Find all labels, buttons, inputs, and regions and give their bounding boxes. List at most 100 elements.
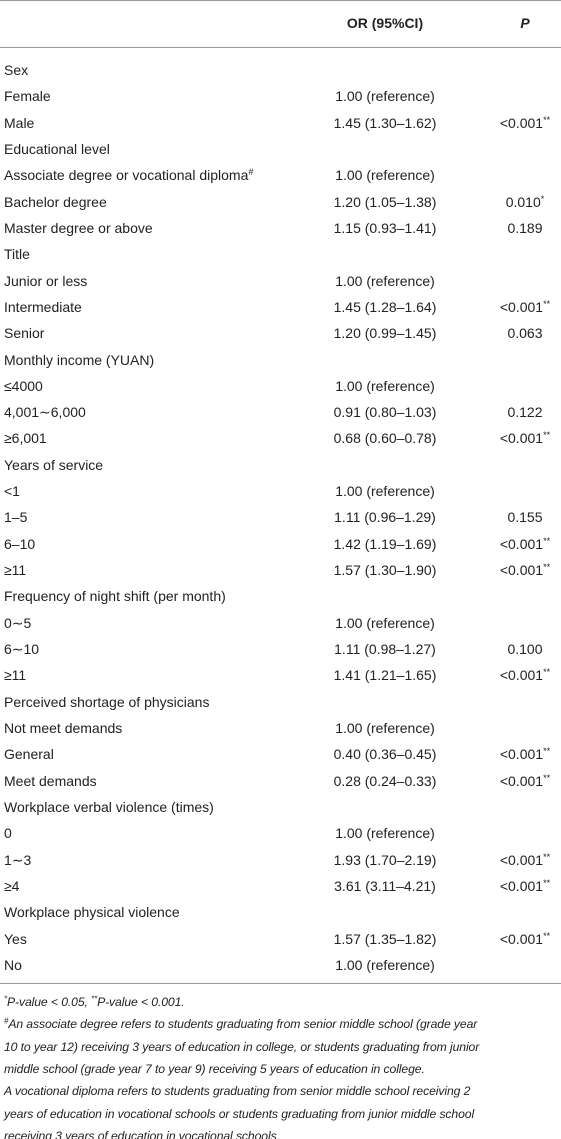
footnote-line: *P-value < 0.05, **P-value < 0.001.: [4, 992, 185, 1012]
or-cell: 1.00 (reference): [335, 167, 435, 184]
label-text: 4,001∼6,000: [4, 404, 86, 421]
label-text: ≥6,001: [4, 430, 47, 447]
or-cell: 1.00 (reference): [335, 377, 435, 394]
label-text: 1–5: [4, 509, 28, 526]
or-cell: 0.40 (0.36–0.45): [333, 746, 437, 763]
label-text: Master degree or above: [4, 219, 153, 236]
or-cell: 1.15 (0.93–1.41): [333, 219, 437, 236]
row-label: <1: [4, 481, 20, 501]
p-sup: **: [543, 746, 551, 757]
p-sup: **: [543, 851, 551, 862]
p-sup: **: [543, 114, 551, 125]
p-cell: <0.001**: [485, 744, 561, 764]
or-cell: 1.11 (0.96–1.29): [334, 509, 436, 526]
p-sup: *: [540, 193, 545, 204]
p-cell: <0.001**: [485, 297, 561, 317]
row-label: 1–5: [4, 507, 27, 527]
label-text: 6–10: [4, 535, 36, 552]
header-or: OR (95%CI): [346, 15, 424, 31]
p-cell: <0.001**: [485, 534, 561, 554]
label-text: 6∼10: [4, 641, 40, 658]
p-text: <0.001: [499, 667, 544, 684]
p-text: <0.001: [499, 930, 544, 947]
or-cell: 1.00 (reference): [335, 614, 435, 631]
group-label: Frequency of night shift (per month): [4, 586, 226, 606]
or-cell: 1.57 (1.30–1.90): [333, 562, 437, 579]
or-cell: 0.28 (0.24–0.33): [333, 772, 437, 789]
row-label: Male: [4, 113, 34, 133]
footnote-sup: #: [4, 1016, 9, 1026]
p-text: 0.063: [507, 325, 543, 342]
label-text: ≥11: [4, 667, 27, 684]
label-text: Intermediate: [4, 298, 82, 315]
group-label: Title: [4, 244, 30, 264]
row-label: 1∼3: [4, 850, 31, 870]
p-text: <0.001: [499, 535, 544, 552]
row-label: ≤4000: [4, 376, 43, 396]
row-label: Intermediate: [4, 297, 82, 317]
row-label: Female: [4, 86, 51, 106]
group-label: Years of service: [4, 455, 103, 475]
label-sup: #: [248, 167, 254, 178]
row-label: Not meet demands: [4, 718, 122, 738]
label-text: Workplace verbal violence (times): [4, 798, 214, 815]
label-text: ≥11: [4, 562, 27, 579]
label-text: 0∼5: [4, 614, 32, 631]
p-text: <0.001: [499, 851, 544, 868]
label-text: Yes: [4, 930, 27, 947]
footnote-text: middle school (grade year 7 to year 9) r…: [4, 1061, 425, 1076]
p-cell: <0.001**: [485, 665, 561, 685]
row-label: ≥4: [4, 876, 19, 896]
footnote-line: years of education in vocational schools…: [4, 1104, 474, 1124]
row-label: Meet demands: [4, 771, 97, 791]
p-sup: **: [543, 430, 551, 441]
label-text: Not meet demands: [4, 720, 123, 736]
or-cell: 1.20 (1.05–1.38): [333, 193, 437, 210]
label-text: Years of service: [4, 456, 104, 473]
bottom-rule: [0, 983, 561, 984]
p-sup: **: [543, 930, 551, 941]
row-label: Bachelor degree: [4, 192, 107, 212]
p-cell: <0.001**: [485, 876, 561, 896]
p-cell: 0.063: [485, 323, 561, 343]
label-text: Bachelor degree: [4, 193, 107, 210]
label-text: Sex: [4, 62, 29, 78]
or-cell: 1.42 (1.19–1.69): [333, 535, 437, 552]
or-cell: 1.00 (reference): [335, 272, 435, 289]
or-cell: 1.41 (1.21–1.65): [333, 667, 437, 684]
p-text: <0.001: [499, 562, 544, 579]
group-label: Sex: [4, 60, 28, 80]
or-cell: 1.00 (reference): [335, 88, 435, 105]
label-text: Female: [4, 88, 51, 105]
label-text: Title: [4, 246, 30, 263]
footnote-sup: *: [4, 994, 7, 1004]
or-cell: 0.91 (0.80–1.03): [333, 404, 437, 421]
row-label: Yes: [4, 929, 27, 949]
p-cell: <0.001**: [485, 850, 561, 870]
row-label: 0∼5: [4, 613, 31, 633]
row-label: General: [4, 744, 54, 764]
or-cell: 1.00 (reference): [335, 720, 435, 736]
p-cell: 0.100: [485, 639, 561, 659]
or-cell: 1.00 (reference): [335, 483, 435, 500]
group-label: Monthly income (YUAN): [4, 350, 154, 370]
label-text: Meet demands: [4, 772, 97, 789]
p-text: 0.155: [507, 509, 543, 526]
p-sup: **: [543, 562, 551, 573]
p-sup: **: [543, 877, 551, 888]
p-sup: **: [543, 667, 551, 678]
or-cell: 1.57 (1.35–1.82): [333, 930, 437, 947]
label-text: Workplace physical violence: [4, 904, 180, 921]
footnote-text: years of education in vocational schools…: [4, 1106, 475, 1121]
row-label: ≥6,001: [4, 428, 47, 448]
footnote-text: P-value < 0.05,: [6, 995, 92, 1009]
or-cell: 1.93 (1.70–2.19): [333, 851, 437, 868]
footnote-text: An associate degree refers to students g…: [8, 1017, 478, 1032]
header-rule: [0, 47, 561, 48]
label-text: <1: [4, 483, 20, 500]
p-text: <0.001: [499, 877, 544, 894]
row-label: 0: [4, 823, 12, 843]
label-text: Monthly income (YUAN): [4, 351, 155, 368]
group-label: Educational level: [4, 139, 110, 159]
p-cell: <0.001**: [485, 929, 561, 949]
